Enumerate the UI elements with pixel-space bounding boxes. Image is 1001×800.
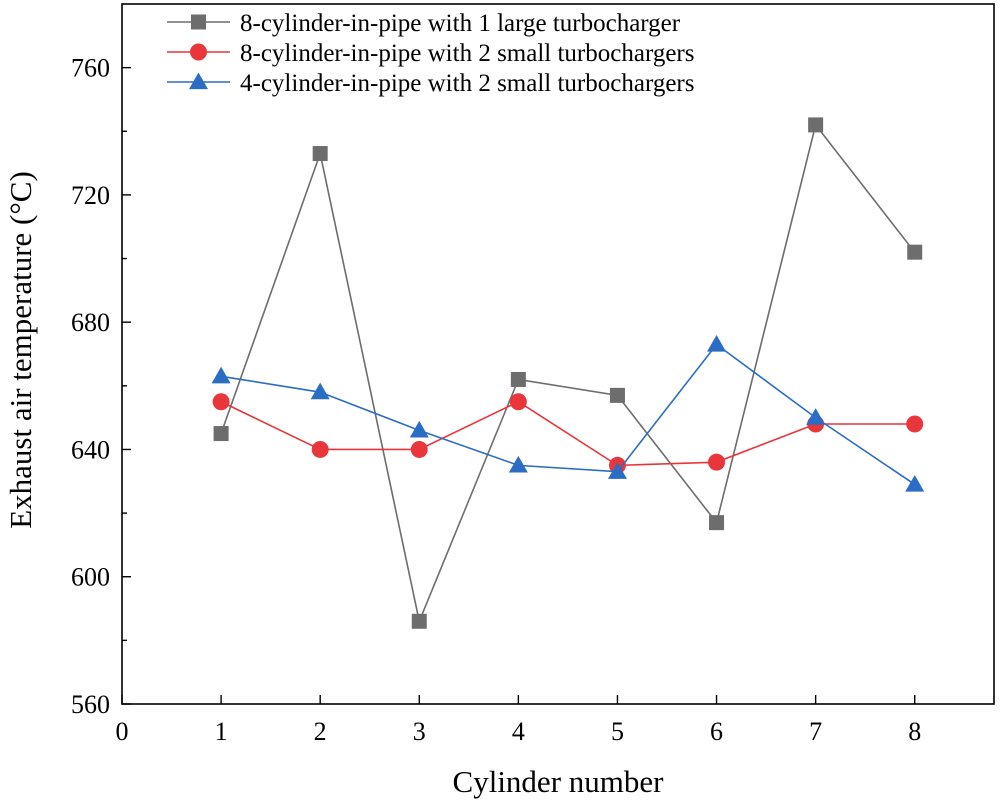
data-point xyxy=(808,117,824,133)
legend-item-3: 4-cylinder-in-pipe with 2 small turbocha… xyxy=(167,70,694,97)
y-tick-label: 560 xyxy=(71,690,110,719)
legend-label: 8-cylinder-in-pipe with 1 large turbocha… xyxy=(240,10,681,37)
legend: 8-cylinder-in-pipe with 1 large turbocha… xyxy=(167,10,694,97)
data-point xyxy=(906,415,924,433)
x-tick-label: 7 xyxy=(809,717,822,746)
data-point xyxy=(213,426,229,442)
data-point xyxy=(509,393,527,411)
x-tick-label: 4 xyxy=(512,717,525,746)
data-point xyxy=(310,382,330,400)
legend-marker xyxy=(191,14,206,30)
data-point xyxy=(508,455,528,473)
y-tick-label: 720 xyxy=(71,181,110,210)
y-tick-label: 600 xyxy=(71,563,110,592)
data-point xyxy=(806,408,826,425)
series-3 xyxy=(211,334,925,492)
y-tick-label: 760 xyxy=(71,54,110,83)
plot-frame xyxy=(121,3,995,705)
data-point xyxy=(609,387,625,403)
x-tick-label: 6 xyxy=(710,717,723,746)
data-point xyxy=(312,146,328,162)
y-tick-label: 640 xyxy=(71,435,110,464)
series-line xyxy=(220,400,915,467)
series-line xyxy=(220,123,916,624)
x-axis: 0 1 2 3 4 5 6 7 8 xyxy=(116,695,921,746)
x-tick-label: 3 xyxy=(413,717,426,746)
data-point xyxy=(905,474,925,492)
x-tick-label: 8 xyxy=(908,717,921,746)
series-layer xyxy=(211,117,925,629)
data-point xyxy=(212,393,230,411)
plot-area xyxy=(121,3,995,705)
legend-label: 8-cylinder-in-pipe with 2 small turbocha… xyxy=(240,40,694,67)
y-axis-title: Exhaust air temperature (°C) xyxy=(3,171,38,529)
data-point xyxy=(907,244,923,260)
series-1 xyxy=(213,117,923,629)
data-point xyxy=(709,515,725,531)
x-axis-title: Cylinder number xyxy=(453,764,665,799)
data-point xyxy=(211,366,231,384)
data-point xyxy=(510,371,526,387)
data-point xyxy=(411,613,427,629)
data-point xyxy=(410,440,428,458)
data-point xyxy=(311,440,329,458)
data-point xyxy=(707,334,727,352)
y-tick-label: 680 xyxy=(71,308,110,337)
x-tick-label: 0 xyxy=(116,717,129,746)
legend-marker xyxy=(189,72,208,90)
y-axis: 560 600 640 680 720 760 xyxy=(71,54,131,719)
x-tick-label: 5 xyxy=(611,717,624,746)
legend-marker xyxy=(190,43,207,61)
legend-label: 4-cylinder-in-pipe with 2 small turbocha… xyxy=(240,70,694,97)
data-point xyxy=(708,453,726,471)
series-line xyxy=(220,343,916,486)
x-tick-label: 2 xyxy=(314,717,327,746)
x-tick-label: 1 xyxy=(215,717,228,746)
data-point xyxy=(409,420,429,438)
legend-item-2: 8-cylinder-in-pipe with 2 small turbocha… xyxy=(167,40,694,67)
series-2 xyxy=(212,393,924,474)
data-point xyxy=(607,462,627,479)
legend-item-1: 8-cylinder-in-pipe with 1 large turbocha… xyxy=(167,10,681,37)
